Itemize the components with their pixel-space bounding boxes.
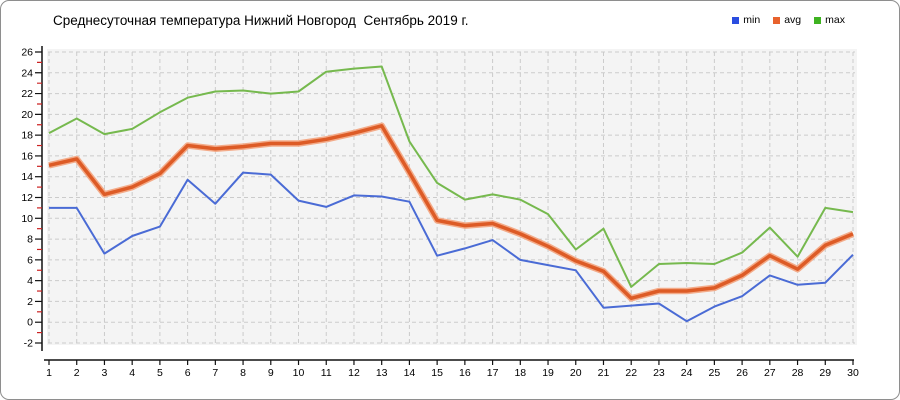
svg-text:27: 27 (764, 367, 776, 379)
svg-text:28: 28 (792, 367, 804, 379)
svg-text:3: 3 (102, 367, 108, 379)
svg-text:26: 26 (21, 47, 33, 59)
svg-text:4: 4 (129, 367, 135, 379)
svg-text:19: 19 (542, 367, 554, 379)
legend: min avg max (732, 14, 845, 26)
svg-text:17: 17 (487, 367, 499, 379)
svg-text:18: 18 (514, 367, 526, 379)
legend-swatch-min-icon (732, 16, 740, 24)
svg-text:14: 14 (404, 367, 416, 379)
series-avg-line (48, 124, 854, 301)
svg-text:22: 22 (21, 88, 33, 100)
svg-text:24: 24 (21, 67, 33, 79)
svg-text:6: 6 (27, 254, 33, 266)
legend-label-min: min (743, 14, 761, 26)
legend-item-min: min (732, 14, 760, 26)
svg-text:21: 21 (598, 367, 610, 379)
legend-swatch-max-icon (814, 16, 822, 24)
svg-text:25: 25 (709, 367, 721, 379)
svg-text:10: 10 (21, 213, 33, 225)
svg-text:24: 24 (681, 367, 693, 379)
legend-item-max: max (814, 14, 845, 26)
svg-text:11: 11 (321, 367, 332, 379)
axes (41, 46, 854, 361)
svg-text:4: 4 (27, 275, 33, 287)
svg-text:16: 16 (21, 150, 33, 162)
svg-text:23: 23 (653, 367, 665, 379)
legend-label-avg: avg (784, 14, 802, 26)
svg-text:20: 20 (570, 367, 582, 379)
svg-text:8: 8 (240, 367, 246, 379)
svg-text:-2: -2 (24, 338, 33, 350)
svg-text:2: 2 (27, 296, 33, 308)
legend-item-avg: avg (773, 14, 801, 26)
svg-text:18: 18 (21, 130, 33, 142)
svg-text:13: 13 (376, 367, 388, 379)
svg-text:7: 7 (212, 367, 218, 379)
svg-text:12: 12 (21, 192, 33, 204)
svg-text:10: 10 (293, 367, 305, 379)
legend-swatch-avg-icon (773, 16, 781, 24)
x-axis-labels: 1 2 3 4 5 6 7 8 9 10 11 12 13 14 15 16 17 18 19 20 21 22 23 24 2… (46, 367, 859, 379)
svg-text:8: 8 (27, 234, 33, 246)
y-axis-major-ticks (35, 51, 42, 344)
svg-text:14: 14 (21, 171, 33, 183)
svg-text:15: 15 (431, 367, 443, 379)
svg-text:0: 0 (27, 317, 33, 329)
chart-title: Среднесуточная температура Нижний Новгор… (53, 13, 469, 28)
svg-text:20: 20 (21, 109, 33, 121)
svg-text:22: 22 (625, 367, 637, 379)
svg-text:1: 1 (46, 367, 52, 379)
svg-text:9: 9 (268, 367, 274, 379)
svg-text:6: 6 (185, 367, 191, 379)
series-max-line (48, 65, 854, 288)
svg-text:5: 5 (157, 367, 163, 379)
svg-text:2: 2 (74, 367, 80, 379)
svg-text:26: 26 (736, 367, 748, 379)
series-min-line (49, 171, 854, 323)
svg-text:12: 12 (348, 367, 360, 379)
svg-text:29: 29 (819, 367, 831, 379)
legend-label-max: max (825, 14, 845, 26)
gridlines (48, 51, 855, 344)
svg-text:16: 16 (459, 367, 471, 379)
y-axis-minor-ticks (37, 61, 42, 334)
x-axis-ticks (48, 360, 854, 365)
svg-text:30: 30 (847, 367, 859, 379)
